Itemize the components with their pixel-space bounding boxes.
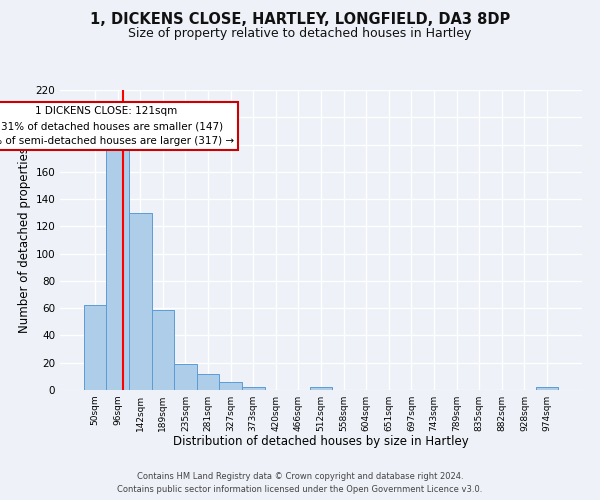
Text: Contains HM Land Registry data © Crown copyright and database right 2024.: Contains HM Land Registry data © Crown c…: [137, 472, 463, 481]
Bar: [152, 310, 174, 390]
Bar: [197, 374, 220, 390]
Text: 1, DICKENS CLOSE, HARTLEY, LONGFIELD, DA3 8DP: 1, DICKENS CLOSE, HARTLEY, LONGFIELD, DA…: [90, 12, 510, 28]
Bar: [84, 306, 106, 390]
Bar: [536, 388, 558, 390]
Bar: [220, 382, 242, 390]
Text: Contains public sector information licensed under the Open Government Licence v3: Contains public sector information licen…: [118, 485, 482, 494]
Text: 1 DICKENS CLOSE: 121sqm
← 31% of detached houses are smaller (147)
68% of semi-d: 1 DICKENS CLOSE: 121sqm ← 31% of detache…: [0, 106, 234, 146]
Bar: [174, 364, 197, 390]
Bar: [129, 212, 152, 390]
Bar: [106, 144, 129, 390]
X-axis label: Distribution of detached houses by size in Hartley: Distribution of detached houses by size …: [173, 436, 469, 448]
Text: Size of property relative to detached houses in Hartley: Size of property relative to detached ho…: [128, 28, 472, 40]
Bar: [242, 388, 265, 390]
Y-axis label: Number of detached properties: Number of detached properties: [18, 147, 31, 333]
Bar: [310, 388, 332, 390]
